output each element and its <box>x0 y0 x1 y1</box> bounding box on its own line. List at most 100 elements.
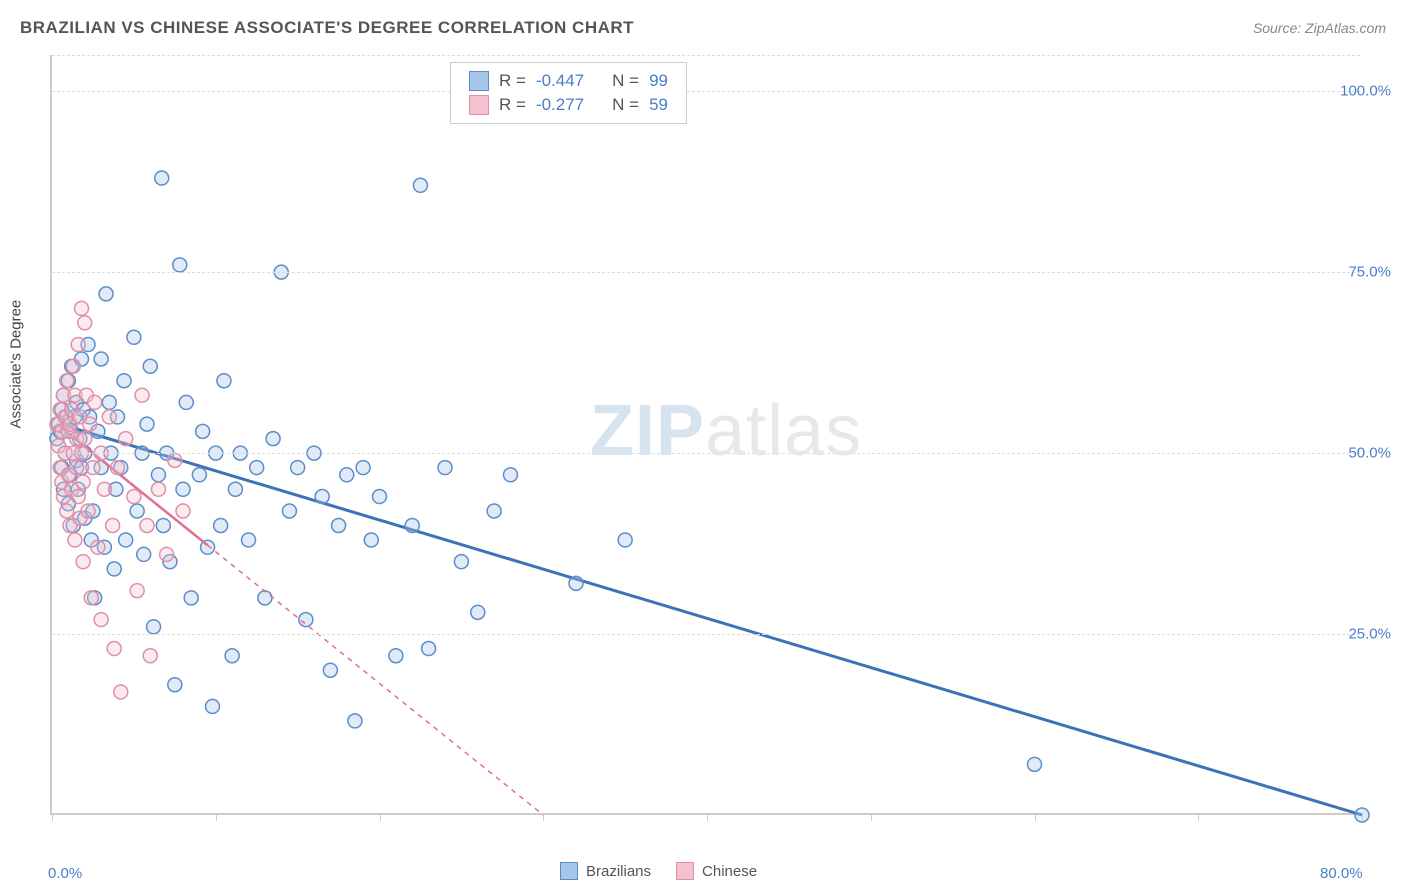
scatter-point <box>107 642 121 656</box>
series-legend-label: Brazilians <box>586 863 651 880</box>
scatter-point <box>83 417 97 431</box>
scatter-point <box>179 395 193 409</box>
series-legend-label: Chinese <box>702 863 757 880</box>
n-value: 99 <box>649 71 668 91</box>
x-tick-label-max: 80.0% <box>1320 865 1363 882</box>
scatter-point <box>176 482 190 496</box>
scatter-point <box>160 547 174 561</box>
scatter-point <box>111 461 125 475</box>
y-tick-label: 100.0% <box>1340 83 1391 100</box>
y-tick-label: 25.0% <box>1348 626 1391 643</box>
scatter-point <box>504 468 518 482</box>
scatter-point <box>258 591 272 605</box>
r-label: R = <box>499 71 526 91</box>
scatter-point <box>60 374 74 388</box>
r-value: -0.447 <box>536 71 584 91</box>
trendline <box>60 424 1362 815</box>
scatter-point <box>438 461 452 475</box>
gridline <box>52 91 1360 92</box>
x-tick <box>52 813 53 821</box>
scatter-point <box>130 584 144 598</box>
gridline <box>52 634 1360 635</box>
scatter-point <box>196 424 210 438</box>
scatter-point <box>94 613 108 627</box>
scatter-point <box>78 316 92 330</box>
scatter-point <box>76 555 90 569</box>
scatter-point <box>102 395 116 409</box>
scatter-point <box>102 410 116 424</box>
scatter-point <box>68 533 82 547</box>
scatter-point <box>78 432 92 446</box>
scatter-point <box>99 287 113 301</box>
scatter-point <box>291 461 305 475</box>
scatter-point <box>106 518 120 532</box>
scatter-point <box>471 605 485 619</box>
scatter-point <box>84 591 98 605</box>
r-value: -0.277 <box>536 95 584 115</box>
gridline <box>52 55 1360 56</box>
legend-swatch-chinese <box>676 862 694 880</box>
scatter-point <box>119 432 133 446</box>
scatter-point <box>364 533 378 547</box>
scatter-point <box>91 540 105 554</box>
scatter-point <box>173 258 187 272</box>
scatter-point <box>140 518 154 532</box>
scatter-point <box>81 504 95 518</box>
x-tick <box>1362 813 1363 821</box>
scatter-point <box>205 699 219 713</box>
x-tick <box>871 813 872 821</box>
scatter-point <box>137 547 151 561</box>
scatter-point <box>71 338 85 352</box>
x-tick <box>216 813 217 821</box>
scatter-point <box>569 576 583 590</box>
scatter-point <box>299 613 313 627</box>
legend-swatch-brazilians <box>560 862 578 880</box>
scatter-point <box>97 482 111 496</box>
scatter-svg <box>52 55 1360 813</box>
scatter-point <box>1028 757 1042 771</box>
series-legend-item: Chinese <box>676 862 757 880</box>
scatter-point <box>143 359 157 373</box>
scatter-point <box>147 620 161 634</box>
n-label: N = <box>612 95 639 115</box>
correlation-legend-row: R = -0.277 N = 59 <box>469 93 668 117</box>
scatter-point <box>70 461 84 475</box>
series-legend-item: Brazilians <box>560 862 651 880</box>
scatter-point <box>168 453 182 467</box>
scatter-point <box>413 178 427 192</box>
scatter-point <box>127 330 141 344</box>
scatter-point <box>71 490 85 504</box>
scatter-point <box>405 518 419 532</box>
scatter-point <box>151 482 165 496</box>
scatter-point <box>135 388 149 402</box>
scatter-point <box>266 432 280 446</box>
y-tick-label: 50.0% <box>1348 445 1391 462</box>
scatter-point <box>422 642 436 656</box>
x-tick <box>380 813 381 821</box>
scatter-point <box>140 417 154 431</box>
x-tick <box>707 813 708 821</box>
scatter-point <box>348 714 362 728</box>
scatter-point <box>192 468 206 482</box>
x-tick-label-min: 0.0% <box>48 865 82 882</box>
scatter-point <box>117 374 131 388</box>
scatter-point <box>127 490 141 504</box>
scatter-point <box>214 518 228 532</box>
legend-swatch-chinese <box>469 95 489 115</box>
scatter-point <box>356 461 370 475</box>
scatter-point <box>151 468 165 482</box>
scatter-point <box>88 395 102 409</box>
y-axis-label: Associate's Degree <box>8 300 25 429</box>
scatter-point <box>487 504 501 518</box>
gridline <box>52 453 1360 454</box>
scatter-point <box>86 461 100 475</box>
scatter-point <box>130 504 144 518</box>
legend-swatch-brazilians <box>469 71 489 91</box>
correlation-legend-row: R = -0.447 N = 99 <box>469 69 668 93</box>
scatter-point <box>114 685 128 699</box>
r-label: R = <box>499 95 526 115</box>
scatter-point <box>282 504 296 518</box>
trendline-dashed <box>208 545 544 815</box>
scatter-point <box>66 359 80 373</box>
scatter-point <box>389 649 403 663</box>
